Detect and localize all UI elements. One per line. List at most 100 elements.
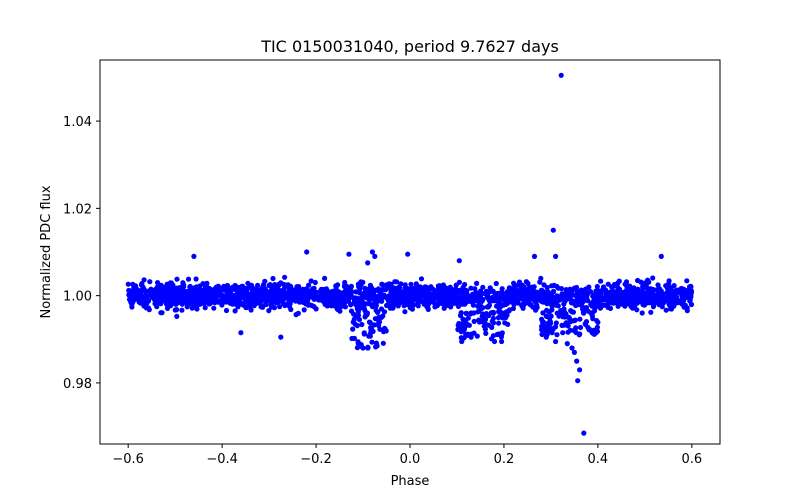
- data-point: [335, 282, 341, 288]
- data-point: [534, 304, 540, 310]
- data-point: [663, 295, 669, 301]
- data-point: [131, 289, 137, 295]
- data-point: [365, 260, 371, 266]
- data-point: [204, 280, 210, 286]
- data-point: [491, 338, 498, 345]
- data-point: [147, 279, 153, 285]
- data-point: [444, 298, 450, 304]
- data-point: [304, 249, 310, 255]
- data-point: [357, 286, 363, 292]
- data-point: [614, 290, 620, 296]
- data-point: [229, 301, 236, 307]
- data-point: [498, 334, 504, 340]
- data-point: [380, 313, 386, 319]
- data-point: [499, 338, 505, 345]
- data-point: [561, 306, 567, 312]
- data-point: [489, 288, 496, 294]
- data-point: [396, 285, 403, 291]
- data-point: [596, 290, 602, 296]
- data-point: [543, 334, 549, 340]
- data-point: [549, 301, 556, 307]
- y-axis-label: Normalized PDC flux: [39, 185, 54, 318]
- data-point: [531, 295, 538, 301]
- data-point: [172, 307, 178, 313]
- data-point: [646, 279, 652, 285]
- data-point: [616, 278, 622, 284]
- data-point: [525, 298, 531, 304]
- data-point: [639, 310, 645, 316]
- data-point: [141, 277, 147, 283]
- data-point: [143, 305, 149, 311]
- data-point: [359, 321, 365, 328]
- data-point: [628, 290, 634, 296]
- data-point: [589, 300, 596, 306]
- data-point: [365, 345, 371, 351]
- data-point: [576, 292, 582, 298]
- data-point: [546, 309, 552, 315]
- data-point: [402, 285, 408, 291]
- data-point: [453, 282, 459, 288]
- data-point: [456, 323, 462, 329]
- data-point: [144, 300, 150, 306]
- data-point: [571, 349, 578, 355]
- data-point: [551, 289, 557, 295]
- data-point: [471, 318, 477, 324]
- data-point: [341, 292, 348, 298]
- data-point: [484, 304, 490, 310]
- data-point: [688, 301, 695, 308]
- data-point: [472, 292, 478, 298]
- data-point: [498, 295, 504, 301]
- data-point: [376, 319, 382, 325]
- data-point: [623, 279, 630, 285]
- data-point: [607, 305, 614, 311]
- data-point: [566, 315, 573, 322]
- data-point: [342, 279, 348, 286]
- data-point: [463, 310, 470, 317]
- data-point: [136, 299, 142, 305]
- data-point: [668, 306, 675, 312]
- data-point: [249, 290, 256, 297]
- data-point: [380, 340, 386, 346]
- data-point: [184, 299, 190, 305]
- data-point: [475, 309, 481, 315]
- data-point: [276, 296, 282, 302]
- data-point: [589, 313, 595, 319]
- data-point: [553, 253, 559, 259]
- data-point: [251, 299, 257, 305]
- data-point: [240, 288, 246, 294]
- data-point: [187, 283, 193, 290]
- data-point: [497, 304, 503, 310]
- data-point: [658, 299, 664, 306]
- data-point: [282, 302, 288, 309]
- data-point: [352, 321, 358, 327]
- data-point: [294, 284, 300, 290]
- data-point: [594, 283, 600, 290]
- data-point: [408, 281, 414, 287]
- data-point: [432, 304, 438, 310]
- data-point: [351, 335, 357, 341]
- data-point: [364, 290, 370, 296]
- data-point: [360, 290, 366, 297]
- data-point: [428, 291, 434, 297]
- data-point: [422, 290, 429, 296]
- data-point: [440, 282, 446, 288]
- data-point: [571, 327, 577, 334]
- data-point: [174, 313, 180, 319]
- data-point: [322, 301, 328, 307]
- data-point: [375, 309, 381, 316]
- data-point: [638, 279, 644, 285]
- data-point: [363, 310, 369, 316]
- data-point: [609, 298, 615, 304]
- data-point: [619, 292, 626, 298]
- data-point: [492, 298, 498, 304]
- data-point: [296, 299, 302, 305]
- data-point: [634, 287, 640, 293]
- data-point: [333, 297, 339, 304]
- data-point: [126, 296, 133, 302]
- data-point: [361, 331, 367, 337]
- data-point: [180, 293, 186, 299]
- data-point: [158, 310, 164, 316]
- data-point: [607, 294, 613, 300]
- data-point: [348, 308, 355, 314]
- data-point: [223, 299, 229, 305]
